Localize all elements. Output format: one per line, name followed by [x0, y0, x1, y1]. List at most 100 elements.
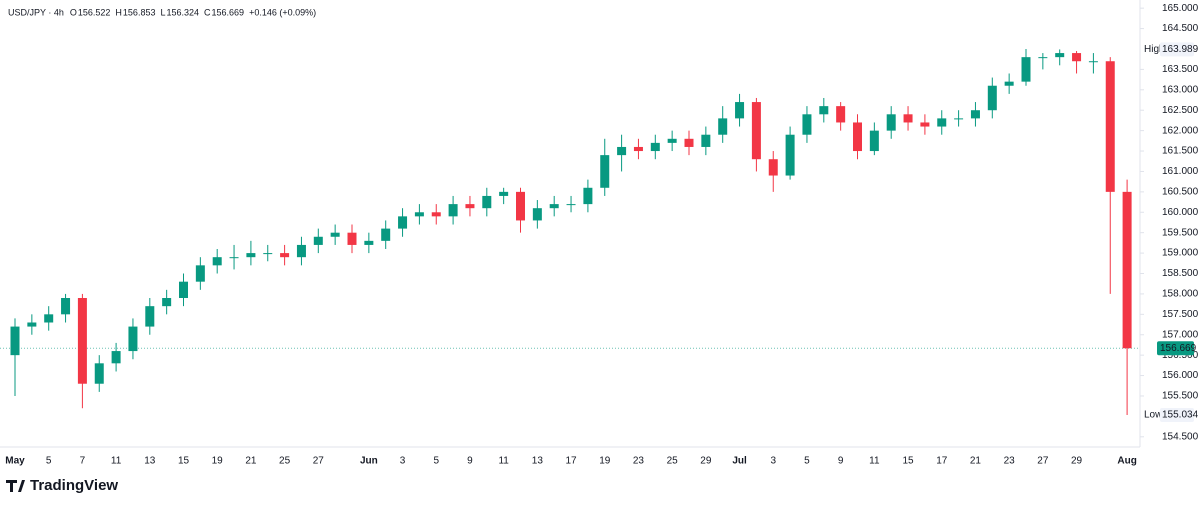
candle-body: [1004, 81, 1014, 86]
x-tick-label: 13: [532, 456, 544, 467]
y-tick-label: 160.500: [1162, 187, 1199, 198]
candle-body: [903, 114, 913, 123]
candle-body: [10, 326, 20, 356]
candle-body: [853, 122, 862, 152]
candle-body: [987, 85, 997, 111]
marker-label: High: [1144, 44, 1165, 55]
x-tick-label: 25: [279, 456, 291, 467]
candle-body: [229, 257, 239, 259]
ohlc-value: 156.324: [166, 7, 199, 17]
candle-body: [77, 298, 87, 384]
x-tick-label: Aug: [1117, 456, 1136, 467]
candle-body: [465, 204, 475, 209]
candle-body: [1105, 61, 1115, 192]
ohlc-label: O: [70, 7, 77, 17]
symbol: USD/JPY · 4h: [8, 7, 64, 17]
brand-name: TradingView: [30, 477, 118, 494]
y-tick-label: 155.500: [1162, 391, 1199, 402]
x-tick-label: 27: [1037, 456, 1049, 467]
candle-body: [296, 244, 306, 258]
candle-body: [1038, 57, 1048, 59]
x-tick-label: 3: [400, 456, 406, 467]
y-tick-label: 158.000: [1162, 289, 1199, 300]
last-price-badge: [1157, 341, 1194, 356]
x-tick-label: 15: [178, 456, 190, 467]
candle-body: [617, 146, 627, 156]
ohlc-label: H: [115, 7, 122, 17]
candle-body: [516, 191, 525, 221]
candle-body: [650, 142, 660, 152]
candle-body: [718, 118, 728, 135]
x-tick-label: 5: [804, 456, 810, 467]
candle-body: [381, 228, 391, 241]
candle-body: [246, 253, 256, 258]
candle-body: [44, 314, 54, 323]
y-tick-label: 154.500: [1162, 431, 1199, 442]
x-tick-label: 9: [467, 456, 473, 467]
x-tick-label: 29: [1071, 456, 1083, 467]
candle-body: [179, 281, 188, 298]
candle-body: [1055, 53, 1065, 58]
candle-body: [61, 298, 71, 315]
y-tick-label: 156.500: [1162, 350, 1199, 361]
x-tick-label: 13: [144, 456, 156, 467]
candle-body: [27, 322, 37, 327]
x-tick-label: 5: [46, 456, 52, 467]
x-tick-label: 21: [245, 456, 257, 467]
x-tick-label: 5: [433, 456, 439, 467]
x-tick-label: 23: [1004, 456, 1016, 467]
candle-body: [633, 146, 643, 152]
candle-body: [1088, 61, 1098, 63]
candle-body: [212, 257, 222, 266]
candle-body: [111, 351, 121, 364]
x-tick-label: Jun: [360, 456, 378, 467]
symbol-header: USD/JPY · 4h O 156.522 H 156.853 L 156.324 C 15…: [8, 7, 316, 17]
candle-body: [751, 102, 761, 160]
y-tick-label: 157.000: [1162, 329, 1199, 340]
y-tick-label: 162.500: [1162, 105, 1199, 116]
candle-body: [195, 265, 205, 282]
candle-body: [94, 363, 104, 384]
y-tick-label: 163.500: [1162, 64, 1199, 75]
candle-body: [414, 212, 424, 217]
candle-body: [448, 204, 458, 217]
ohlc-label: C: [204, 7, 211, 17]
candle-body: [583, 187, 593, 205]
x-tick-label: 11: [869, 456, 880, 467]
y-tick-label: 161.000: [1162, 166, 1199, 177]
marker-value: 155.034: [1162, 410, 1199, 421]
candle-body: [499, 191, 509, 196]
candle-body: [836, 106, 846, 123]
x-tick-label: 21: [970, 456, 982, 467]
y-tick-label: 159.500: [1162, 227, 1199, 238]
candle-body: [954, 118, 964, 120]
x-tick-label: 11: [498, 456, 509, 467]
candle-body: [1021, 57, 1031, 82]
candle-body: [684, 138, 694, 147]
candle-body: [819, 106, 829, 115]
x-tick-label: 29: [700, 456, 712, 467]
y-tick-label: 160.000: [1162, 207, 1199, 218]
candle-body: [970, 110, 980, 119]
candle-body: [768, 159, 778, 176]
last-price-label: 156.669: [1160, 343, 1197, 354]
x-tick-label: 9: [838, 456, 844, 467]
x-tick-label: 19: [599, 456, 611, 467]
ohlc-value: 156.853: [123, 7, 156, 17]
y-tick-label: 161.500: [1162, 146, 1199, 157]
candle-body: [313, 236, 323, 245]
candle-body: [937, 118, 947, 127]
candle-body: [735, 102, 745, 119]
candle-body: [532, 208, 542, 221]
x-tick-label: 15: [902, 456, 914, 467]
candle-body: [600, 155, 610, 188]
x-tick-label: 27: [313, 456, 325, 467]
candle-body: [549, 204, 559, 209]
x-tick-label: 19: [212, 456, 224, 467]
x-tick-label: Jul: [732, 456, 747, 467]
x-tick-label: 11: [111, 456, 122, 467]
candle-body: [482, 195, 492, 209]
candle-body: [886, 114, 896, 131]
x-tick-label: 3: [770, 456, 776, 467]
candle-body: [263, 253, 273, 255]
